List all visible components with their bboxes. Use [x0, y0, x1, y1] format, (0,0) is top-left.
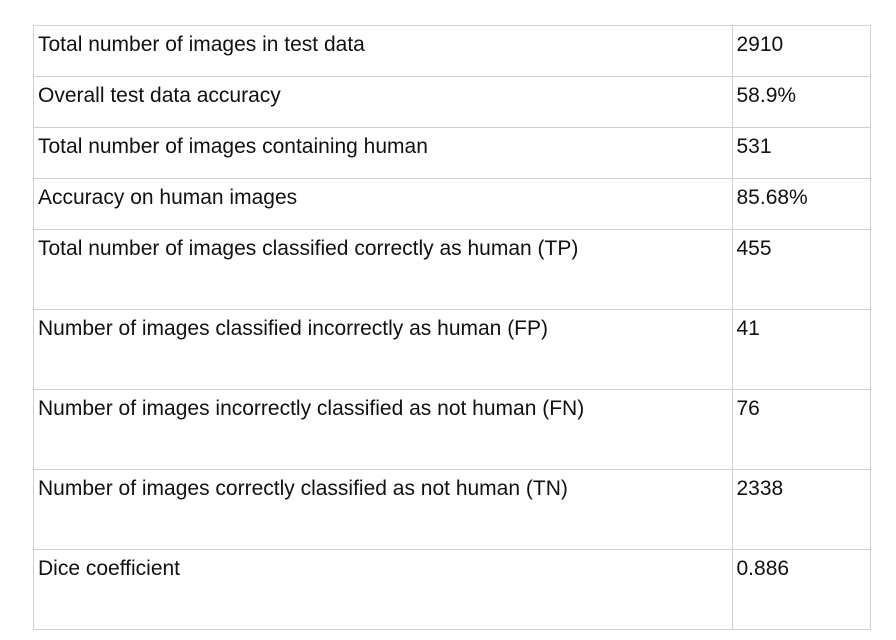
metric-label: Total number of images classified correc… — [33, 229, 733, 310]
metric-label: Overall test data accuracy — [33, 76, 733, 128]
metric-value: 41 — [731, 309, 871, 390]
table-row: Number of images incorrectly classified … — [33, 389, 871, 470]
table-row: Total number of images containing human … — [33, 127, 871, 179]
metric-value: 455 — [731, 229, 871, 310]
table-row: Accuracy on human images 85.68% — [33, 178, 871, 230]
metric-label: Total number of images in test data — [33, 25, 733, 77]
metric-value: 2338 — [731, 469, 871, 550]
metric-value: 2910 — [731, 25, 871, 77]
metric-value: 531 — [731, 127, 871, 179]
results-table: Total number of images in test data 2910… — [33, 25, 871, 630]
metric-label: Total number of images containing human — [33, 127, 733, 179]
table-row: Dice coefficient 0.886 — [33, 549, 871, 630]
metric-value: 0.886 — [731, 549, 871, 630]
metric-label: Number of images correctly classified as… — [33, 469, 733, 550]
metric-label: Number of images incorrectly classified … — [33, 389, 733, 470]
table-row: Overall test data accuracy 58.9% — [33, 76, 871, 128]
metric-value: 58.9% — [731, 76, 871, 128]
metric-label: Accuracy on human images — [33, 178, 733, 230]
table-row: Number of images correctly classified as… — [33, 469, 871, 550]
metric-label: Number of images classified incorrectly … — [33, 309, 733, 390]
metric-label: Dice coefficient — [33, 549, 733, 630]
table-row: Number of images classified incorrectly … — [33, 309, 871, 390]
metric-value: 85.68% — [731, 178, 871, 230]
metric-value: 76 — [731, 389, 871, 470]
table-row: Total number of images in test data 2910 — [33, 25, 871, 77]
table-row: Total number of images classified correc… — [33, 229, 871, 310]
